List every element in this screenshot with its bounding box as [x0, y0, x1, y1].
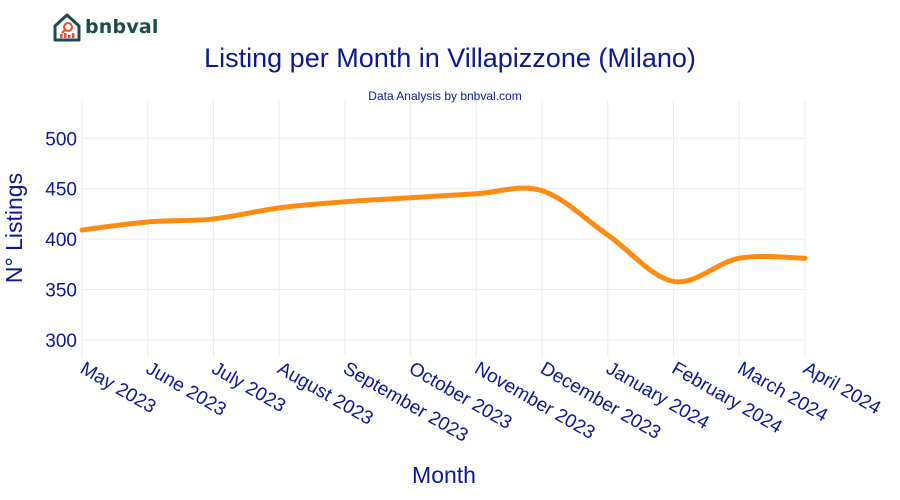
y-tick-label: 300	[45, 331, 77, 352]
brand-name: bnbval	[85, 16, 159, 38]
series-layer	[79, 185, 808, 285]
x-tick-label: February 2024	[668, 358, 786, 438]
chart-subtitle: Data Analysis by bnbval.com	[368, 89, 522, 103]
house-chart-icon	[53, 13, 81, 42]
y-tick-label: 400	[45, 230, 77, 251]
chart-title: Listing per Month in Villapizzone (Milan…	[204, 43, 696, 73]
gridlines	[81, 100, 806, 357]
y-tick-label: 450	[45, 180, 77, 201]
y-tick-labels: 300 350 400 450 500	[45, 129, 77, 352]
y-axis-label: N° Listings	[1, 173, 27, 283]
x-axis-label: Month	[412, 462, 476, 488]
series-line	[79, 185, 808, 285]
y-tick-label: 350	[45, 280, 77, 301]
y-tick-label: 500	[45, 129, 77, 150]
brand-logo: bnbval	[52, 12, 159, 42]
